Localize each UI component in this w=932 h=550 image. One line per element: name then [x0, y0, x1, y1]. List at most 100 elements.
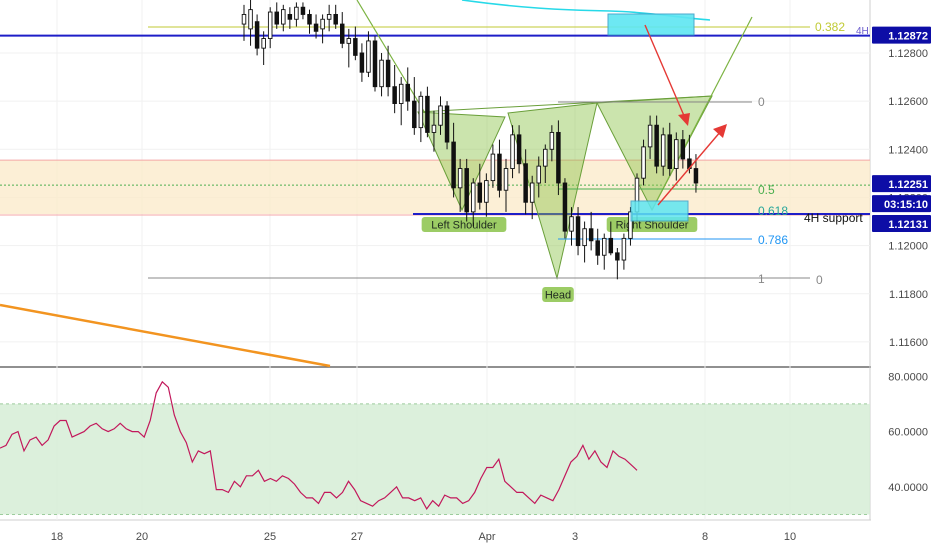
candle-body-51 [575, 216, 581, 247]
candle-body-14 [333, 13, 338, 25]
candle-body-52 [582, 228, 587, 247]
candle-body-40 [503, 168, 509, 191]
orange-trendline [0, 303, 331, 368]
candle-body-25 [405, 83, 411, 102]
candle-body-57 [615, 252, 620, 261]
candle-body-59 [628, 211, 633, 239]
candle-body-53 [588, 228, 594, 242]
osc-tick-0: 80.0000 [888, 371, 928, 383]
candle-body-49 [562, 182, 568, 232]
candle-body-42 [516, 134, 522, 165]
candle-body-26 [412, 100, 417, 129]
candle-body-48 [556, 131, 561, 184]
candle-body-23 [392, 86, 397, 104]
fib-levels: 0.382 0 0.5 0.618 0.786 1 0 [148, 20, 845, 287]
target-box-bottom [630, 200, 689, 222]
candle-body-35 [471, 182, 476, 213]
candle-body-1 [248, 9, 253, 30]
arrow-down-line [644, 24, 686, 119]
fib-label-0786: 0.786 [758, 233, 788, 247]
neckline [417, 95, 713, 113]
support-zone [0, 159, 870, 216]
candle-body-24 [398, 83, 404, 104]
timeframe-tag: 4H [856, 26, 869, 37]
head-label-bg [542, 287, 574, 302]
head-label: Head [545, 290, 571, 302]
date-tick-4: Apr [478, 531, 495, 543]
candle-body-55 [602, 237, 607, 256]
candle-body-66 [674, 139, 679, 170]
candle-body-29 [431, 124, 437, 133]
right-shoulder-label: Right Shoulder [616, 220, 689, 232]
date-tick-3: 27 [351, 531, 363, 543]
candle-body-37 [484, 180, 489, 203]
osc-tick-2: 40.0000 [888, 482, 928, 494]
left-shoulder-shape [417, 111, 506, 212]
price-badge-text-0: 1.12872 [888, 31, 928, 43]
candle-body-62 [647, 124, 653, 148]
fib-label-0-top: 0 [758, 95, 765, 109]
candle-body-10 [307, 13, 312, 25]
left-shoulder-label: Left Shoulder [431, 220, 497, 232]
price-badge-3 [872, 215, 931, 233]
axes: 1.128001.126001.124001.122001.120001.118… [51, 0, 932, 550]
fib-label-05: 0.5 [758, 183, 775, 197]
date-tick-1: 20 [136, 531, 148, 543]
projection-line [651, 16, 753, 211]
price-tick-5: 1.11800 [889, 289, 928, 301]
candle-body-64 [660, 134, 666, 167]
price-badge-1 [872, 175, 931, 193]
date-tick-2: 25 [264, 531, 276, 543]
candle-body-17 [353, 38, 358, 56]
candle-body-36 [477, 182, 483, 203]
price-badge-0 [872, 26, 931, 44]
price-badge-2 [872, 195, 931, 213]
candle-body-15 [340, 23, 345, 44]
candles [241, 0, 699, 280]
descending-trendline [356, 0, 426, 114]
candle-body-3 [261, 38, 266, 49]
arrow-up-line [657, 130, 722, 206]
candle-body-30 [438, 105, 443, 126]
date-tick-6: 8 [702, 531, 708, 543]
price-tick-4: 1.12000 [888, 241, 928, 253]
candle-body-19 [366, 40, 371, 73]
date-tick-5: 3 [572, 531, 578, 543]
candle-body-45 [536, 165, 542, 184]
candle-body-27 [418, 95, 424, 129]
candle-body-39 [497, 153, 502, 191]
annotations: 4H support 4H [607, 13, 869, 225]
fib-label-0-bottom: 0 [816, 273, 823, 287]
y-axis-bg [871, 0, 932, 550]
candle-body-43 [523, 163, 528, 203]
candle-body-46 [543, 148, 548, 167]
candle-body-21 [379, 59, 384, 88]
candle-body-38 [490, 153, 496, 182]
price-badge-text-3: 1.12131 [888, 219, 928, 231]
osc-line [0, 380, 638, 511]
osc-band [0, 403, 870, 515]
candle-body-56 [608, 237, 614, 254]
price-badge-text-2: 03:15:10 [884, 199, 928, 211]
candle-body-34 [464, 168, 469, 213]
fib-label-0382: 0.382 [815, 20, 845, 34]
arrow-down-head [678, 113, 690, 126]
candle-body-5 [274, 11, 280, 25]
arrow-up-head [713, 124, 727, 138]
fib-label-0618: 0.618 [758, 204, 788, 218]
candle-body-50 [569, 216, 574, 232]
candle-body-0 [241, 13, 247, 25]
price-tick-6: 1.11600 [889, 337, 928, 349]
candle-body-2 [254, 21, 260, 49]
candle-body-47 [549, 131, 555, 150]
candle-body-11 [313, 23, 319, 32]
candle-body-69 [693, 168, 699, 184]
candle-body-44 [529, 182, 535, 203]
osc-tick-1: 60.0000 [888, 427, 928, 439]
candle-body-61 [641, 146, 646, 179]
candle-body-4 [267, 11, 273, 39]
candle-body-28 [425, 95, 430, 133]
oscillator [0, 380, 870, 515]
